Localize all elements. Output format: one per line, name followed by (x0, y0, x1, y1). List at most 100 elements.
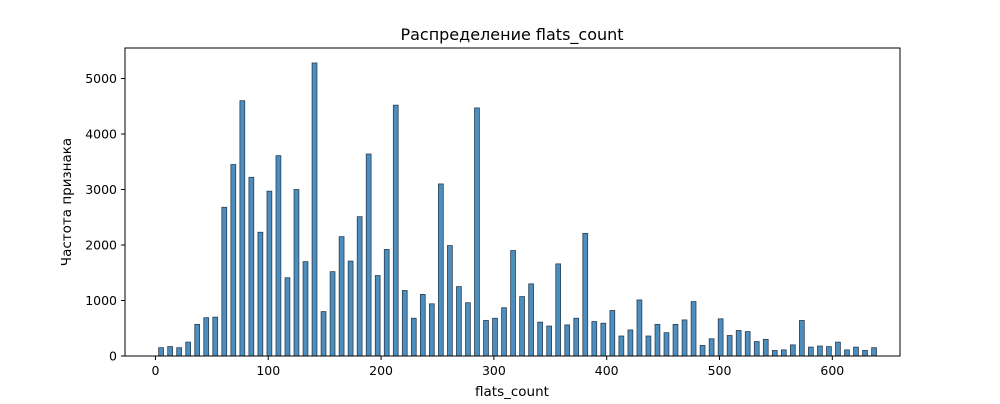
histogram-bar (681, 319, 688, 357)
histogram-bar (365, 153, 372, 357)
histogram-bar (320, 311, 327, 357)
histogram-bar (690, 301, 697, 357)
histogram-bar (492, 317, 498, 357)
histogram-bar (699, 345, 706, 357)
y-ticks: 0 1000 2000 3000 4000 5000 (85, 71, 125, 364)
histogram-bar (780, 349, 787, 357)
histogram-bar (708, 338, 715, 357)
histogram-bar (501, 307, 507, 357)
x-ticks: 0 100 200 300 400 500 600 (151, 356, 844, 378)
histogram-bar (582, 232, 589, 357)
histogram-bar (185, 341, 191, 357)
histogram-bar (194, 323, 201, 357)
y-tick-label: 4000 (85, 127, 117, 142)
histogram-bar (221, 206, 228, 357)
y-axis-label: Частота признака (59, 138, 75, 266)
histogram-bar (356, 216, 363, 357)
y-tick-label: 0 (109, 349, 117, 364)
histogram-bar (672, 323, 679, 357)
histogram-bar (636, 299, 643, 357)
histogram-bar (474, 107, 480, 357)
x-tick-label: 0 (151, 363, 159, 378)
histogram-bar (392, 104, 399, 357)
histogram-bar (573, 317, 580, 357)
histogram-bar (735, 330, 742, 357)
histogram-bar (266, 190, 273, 357)
histogram-bar (203, 317, 210, 357)
histogram-bar (176, 347, 182, 357)
x-tick-label: 100 (256, 363, 280, 378)
histogram-bar (762, 338, 769, 357)
histogram-bar (429, 303, 435, 357)
y-tick-label: 5000 (85, 71, 117, 86)
histogram-bar (338, 236, 345, 357)
histogram-bar (799, 320, 805, 357)
histogram-bar (456, 286, 462, 357)
histogram-bar (410, 317, 417, 357)
histogram-bar (383, 249, 390, 357)
histogram-bar (302, 261, 309, 357)
histogram-bar (609, 310, 616, 357)
y-tick-label: 2000 (85, 238, 117, 253)
histogram-bar (212, 316, 219, 357)
histogram-bar (248, 176, 255, 357)
histogram-bar (600, 322, 607, 357)
histogram-bar (663, 332, 670, 357)
histogram-bar (618, 335, 625, 357)
histogram-bar (844, 349, 850, 357)
x-tick-label: 400 (595, 363, 619, 378)
histogram-bar (374, 275, 381, 357)
histogram-bar (347, 260, 354, 357)
y-tick-label: 3000 (85, 182, 117, 197)
chart-title: Распределение flats_count (400, 25, 623, 45)
histogram-bar (771, 350, 778, 357)
histogram-bar (257, 231, 264, 357)
histogram-bar (447, 245, 453, 357)
x-tick-label: 600 (820, 363, 844, 378)
histogram-bar (465, 302, 471, 357)
x-tick-label: 500 (708, 363, 732, 378)
histogram-bar (862, 350, 868, 357)
histogram-bar (717, 318, 724, 357)
histogram-bar (753, 341, 760, 357)
plot-frame (124, 47, 901, 357)
histogram-bar (790, 344, 796, 357)
bars-group (158, 62, 877, 357)
x-tick-label: 200 (369, 363, 393, 378)
histogram-bar (275, 155, 282, 357)
histogram-bar (519, 296, 525, 357)
histogram-bar (564, 324, 571, 357)
histogram-bar (293, 189, 300, 357)
histogram-bar (835, 341, 841, 357)
histogram-bar (483, 320, 489, 357)
histogram-bar (808, 346, 814, 357)
histogram-bar (528, 283, 534, 357)
histogram-bar (826, 346, 832, 357)
histogram-bar (230, 164, 237, 357)
histogram-bar (311, 62, 318, 357)
histogram-bar (329, 271, 336, 357)
histogram-bar (654, 323, 661, 357)
histogram-bar (401, 290, 408, 357)
x-axis-label: flats_count (475, 384, 549, 400)
histogram-bar (438, 183, 444, 357)
histogram-bar (744, 331, 751, 357)
histogram-bar (510, 250, 516, 357)
histogram-bar (284, 277, 291, 357)
y-tick-label: 1000 (85, 293, 117, 308)
histogram-bar (817, 345, 823, 357)
histogram-bar (537, 321, 543, 357)
histogram-bar (853, 346, 859, 357)
histogram-bar (726, 335, 733, 357)
histogram-bar (167, 346, 173, 357)
histogram-bar (158, 347, 164, 357)
histogram-bar (546, 325, 552, 357)
histogram-bar (627, 329, 634, 357)
histogram-bar (555, 263, 562, 357)
histogram-bar (239, 100, 246, 357)
x-tick-label: 300 (482, 363, 506, 378)
histogram-bar (645, 335, 652, 357)
histogram-bar (419, 293, 426, 357)
